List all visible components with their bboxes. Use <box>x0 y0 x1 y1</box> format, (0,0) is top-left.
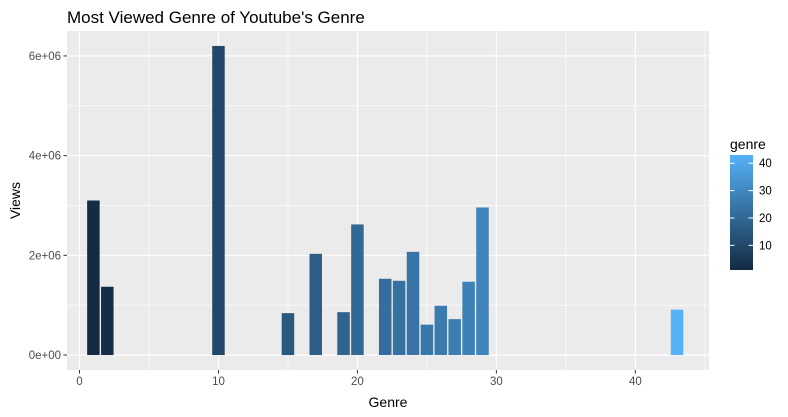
x-tick-label: 40 <box>629 376 642 388</box>
bar-genre-20 <box>351 224 364 356</box>
bar-genre-29 <box>476 207 489 356</box>
y-axis: 0e+00 2e+06 4e+06 6e+06 <box>29 51 67 362</box>
bar-genre-28 <box>462 281 475 356</box>
legend-colorbar <box>730 155 753 270</box>
x-axis: 0 10 20 30 40 <box>76 370 642 388</box>
x-tick-label: 30 <box>490 376 503 388</box>
x-axis-title: Genre <box>369 394 408 410</box>
y-tick-label: 0e+00 <box>29 350 61 362</box>
bar-genre-10 <box>212 45 225 356</box>
legend-label: 20 <box>759 213 772 225</box>
bar-genre-26 <box>434 305 448 356</box>
y-axis-title: Views <box>7 182 23 219</box>
y-tick-label: 4e+06 <box>29 151 61 163</box>
x-tick-label: 10 <box>212 376 225 388</box>
bars <box>87 45 684 356</box>
bar-genre-25 <box>420 324 434 356</box>
legend-label: 40 <box>759 158 772 170</box>
y-tick-label: 2e+06 <box>29 250 61 262</box>
bar-genre-15 <box>281 313 295 356</box>
legend-label: 30 <box>759 186 772 198</box>
x-tick-label: 20 <box>351 376 364 388</box>
legend-label: 10 <box>759 240 772 252</box>
y-tick-label: 6e+06 <box>29 51 61 63</box>
bar-genre-1 <box>87 200 100 356</box>
legend: genre 10 20 30 40 <box>730 136 772 270</box>
legend-ticks: 10 20 30 40 <box>730 158 772 252</box>
plot-area <box>67 31 709 370</box>
bar-genre-27 <box>448 319 461 356</box>
bar-genre-22 <box>378 278 392 356</box>
bar-genre-2 <box>101 286 114 356</box>
bar-genre-19 <box>337 312 350 356</box>
x-tick-label: 0 <box>76 376 82 388</box>
bar-genre-43 <box>670 309 684 356</box>
bar-genre-23 <box>392 280 406 356</box>
legend-title: genre <box>730 136 766 152</box>
chart-title: Most Viewed Genre of Youtube's Genre <box>67 8 365 27</box>
bar-genre-17 <box>309 253 322 356</box>
bar-genre-24 <box>406 251 420 356</box>
